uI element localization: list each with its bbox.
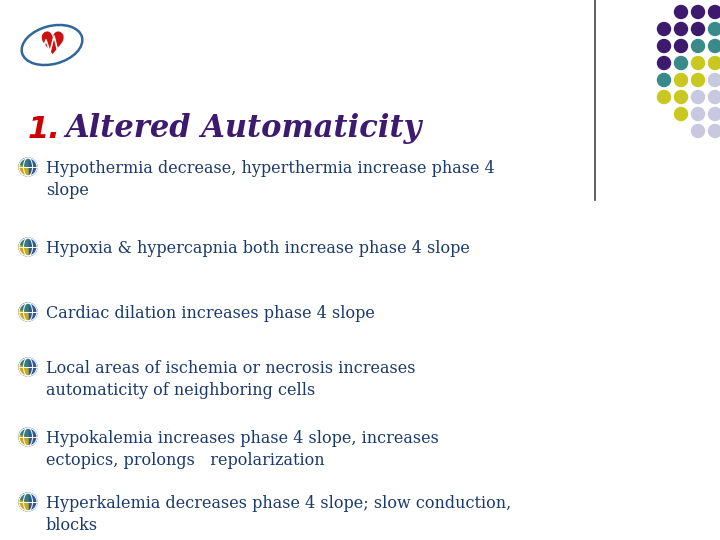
- Text: Local areas of ischemia or necrosis increases
automaticity of neighboring cells: Local areas of ischemia or necrosis incr…: [46, 360, 415, 399]
- Circle shape: [19, 428, 37, 446]
- Wedge shape: [19, 428, 28, 437]
- Circle shape: [675, 91, 688, 104]
- Circle shape: [691, 5, 704, 18]
- Circle shape: [708, 107, 720, 120]
- Circle shape: [19, 358, 37, 376]
- Circle shape: [708, 5, 720, 18]
- Circle shape: [675, 5, 688, 18]
- Circle shape: [657, 91, 670, 104]
- Wedge shape: [19, 434, 28, 446]
- Circle shape: [691, 23, 704, 36]
- Wedge shape: [19, 244, 28, 256]
- Circle shape: [708, 57, 720, 70]
- Circle shape: [19, 158, 37, 176]
- Text: Altered Automaticity: Altered Automaticity: [65, 113, 421, 144]
- Circle shape: [19, 303, 37, 321]
- Text: Hyperkalemia decreases phase 4 slope; slow conduction,
blocks: Hyperkalemia decreases phase 4 slope; sl…: [46, 495, 511, 534]
- Wedge shape: [19, 303, 28, 312]
- Wedge shape: [19, 364, 28, 376]
- Circle shape: [691, 125, 704, 138]
- Circle shape: [708, 91, 720, 104]
- Wedge shape: [19, 309, 28, 321]
- Wedge shape: [19, 164, 28, 176]
- Circle shape: [708, 125, 720, 138]
- Circle shape: [691, 91, 704, 104]
- Circle shape: [19, 493, 37, 511]
- Circle shape: [657, 73, 670, 86]
- Circle shape: [675, 39, 688, 52]
- Text: ♥: ♥: [38, 30, 66, 59]
- Circle shape: [691, 107, 704, 120]
- Wedge shape: [19, 238, 28, 247]
- Text: Hypoxia & hypercapnia both increase phase 4 slope: Hypoxia & hypercapnia both increase phas…: [46, 240, 470, 257]
- Wedge shape: [19, 158, 28, 167]
- Circle shape: [691, 39, 704, 52]
- Circle shape: [675, 107, 688, 120]
- Circle shape: [675, 73, 688, 86]
- Circle shape: [657, 39, 670, 52]
- Wedge shape: [19, 493, 28, 502]
- Wedge shape: [19, 499, 28, 511]
- Circle shape: [708, 73, 720, 86]
- Circle shape: [657, 23, 670, 36]
- Circle shape: [675, 57, 688, 70]
- Text: Hypothermia decrease, hyperthermia increase phase 4
slope: Hypothermia decrease, hyperthermia incre…: [46, 160, 495, 199]
- Circle shape: [708, 23, 720, 36]
- Circle shape: [657, 57, 670, 70]
- Circle shape: [19, 238, 37, 256]
- Circle shape: [691, 73, 704, 86]
- Text: Hypokalemia increases phase 4 slope, increases
ectopics, prolongs   repolarizati: Hypokalemia increases phase 4 slope, inc…: [46, 430, 439, 469]
- Text: Cardiac dilation increases phase 4 slope: Cardiac dilation increases phase 4 slope: [46, 305, 375, 322]
- Text: 1.: 1.: [28, 115, 61, 144]
- Circle shape: [708, 39, 720, 52]
- Circle shape: [691, 57, 704, 70]
- Circle shape: [675, 23, 688, 36]
- Wedge shape: [19, 358, 28, 367]
